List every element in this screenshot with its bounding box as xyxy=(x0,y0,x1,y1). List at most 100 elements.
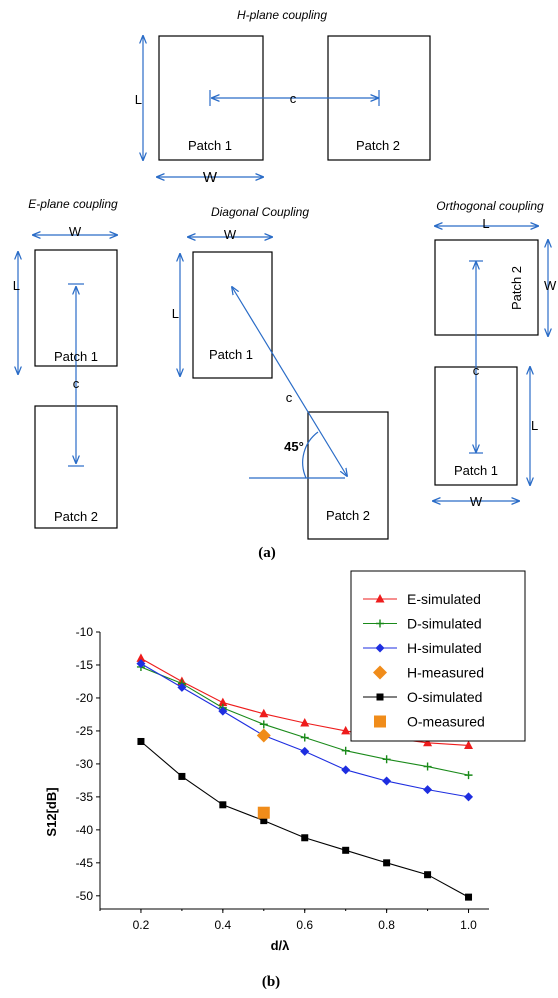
o-patch2-label: Patch 2 xyxy=(509,266,524,310)
point-triangle xyxy=(375,594,385,603)
d-L-label: L xyxy=(172,306,179,321)
caption-b: (b) xyxy=(262,974,280,990)
legend-label: D-simulated xyxy=(407,616,482,632)
legend-entry: E-simulated xyxy=(363,591,481,607)
point-square xyxy=(465,893,473,901)
point-diamond xyxy=(300,746,310,756)
d-c-dim-line xyxy=(232,287,347,476)
point-diamond xyxy=(382,776,392,786)
point-big-diamond xyxy=(256,728,271,743)
h-patch1-label: Patch 1 xyxy=(188,138,232,153)
x-tick-label: 0.2 xyxy=(133,918,150,932)
point-plus xyxy=(423,762,432,771)
x-axis-title: d/λ xyxy=(271,938,291,953)
h-W-label: W xyxy=(203,169,218,186)
point-square xyxy=(376,693,384,701)
point-diamond xyxy=(464,792,474,802)
point-plus xyxy=(464,771,473,780)
series-h-measured xyxy=(256,728,271,743)
point-triangle xyxy=(341,725,351,735)
legend-label: H-measured xyxy=(407,665,484,681)
point-diamond xyxy=(341,765,351,775)
series-h-simulated xyxy=(136,659,474,802)
o-L-top-label: L xyxy=(482,216,489,231)
o-W-bottom-label: W xyxy=(470,494,483,509)
point-diamond xyxy=(423,785,433,795)
point-plus xyxy=(382,755,391,764)
d-patch2-label: Patch 2 xyxy=(326,508,370,523)
point-plus xyxy=(376,619,384,628)
y-tick-label: -40 xyxy=(76,823,94,837)
orthogonal-title: Orthogonal coupling xyxy=(436,199,544,213)
legend-entry: H-measured xyxy=(373,665,484,681)
series-o-simulated xyxy=(137,737,473,901)
legend-entry: O-measured xyxy=(374,714,485,730)
d-c-label: c xyxy=(286,390,293,405)
y-tick-label: -25 xyxy=(76,724,94,738)
point-triangle xyxy=(218,697,228,707)
y-tick-label: -10 xyxy=(76,625,94,639)
legend-label: O-measured xyxy=(407,714,485,730)
point-plus xyxy=(300,733,309,742)
h-plane-diagram: H-plane coupling L W c Patch 1 Patch 2 xyxy=(135,8,431,186)
e-L-label: L xyxy=(13,278,20,293)
point-plus xyxy=(259,720,268,729)
d-angle-arc xyxy=(302,431,319,479)
h-plane-title: H-plane coupling xyxy=(237,8,327,22)
point-square xyxy=(383,859,391,867)
legend-label: O-simulated xyxy=(407,689,482,705)
diagonal-diagram: Diagonal Coupling W L c 45° Patch 1 Patc… xyxy=(172,205,389,540)
d-patch1-label: Patch 1 xyxy=(209,347,253,362)
point-triangle xyxy=(259,708,269,718)
diagonal-title: Diagonal Coupling xyxy=(211,205,309,219)
o-L-side-label: L xyxy=(531,418,538,433)
s12-line-chart: -10 -15 -20 -25 -30 -35 -40 -45 -50 0.2 0.4 0.6 0.8 1… xyxy=(44,570,526,953)
e-plane-title: E-plane coupling xyxy=(28,197,118,211)
point-triangle xyxy=(136,653,146,662)
point-square xyxy=(301,834,309,842)
point-square xyxy=(342,846,350,854)
caption-a: (a) xyxy=(258,545,276,561)
d-W-label: W xyxy=(224,227,237,242)
o-patch1-label: Patch 1 xyxy=(454,463,498,478)
point-triangle xyxy=(423,737,433,747)
o-patch2-rect xyxy=(434,239,539,336)
point-plus xyxy=(341,746,350,755)
point-diamond xyxy=(218,706,228,716)
point-diamond xyxy=(375,643,385,653)
y-tick-label: -50 xyxy=(76,889,94,903)
point-square xyxy=(424,871,432,879)
point-square xyxy=(178,772,186,780)
x-tick-label: 1.0 xyxy=(460,918,477,932)
y-tick-label: -35 xyxy=(76,790,94,804)
point-square xyxy=(219,801,227,809)
e-c-label: c xyxy=(73,376,80,391)
point-diamond xyxy=(177,682,187,692)
point-big-square xyxy=(374,715,386,728)
y-tick-label: -45 xyxy=(76,856,94,870)
legend-entry: H-simulated xyxy=(363,640,482,656)
chart-legend: E-simulated D-simulated H-simulated H-measu… xyxy=(350,570,526,742)
d-angle-label: 45° xyxy=(284,439,304,454)
series-o-measured xyxy=(257,806,270,819)
e-patch1-label: Patch 1 xyxy=(54,349,98,364)
orthogonal-diagram: Orthogonal coupling L W Patch 2 L c Patc… xyxy=(433,199,557,509)
y-axis-title: S12[dB] xyxy=(44,787,59,836)
point-square xyxy=(137,737,145,745)
legend-entry: O-simulated xyxy=(363,689,482,705)
h-c-label: c xyxy=(290,91,297,106)
o-c-label: c xyxy=(473,363,480,378)
point-big-diamond xyxy=(373,665,387,680)
legend-entry: D-simulated xyxy=(363,616,482,632)
series-d-simulated xyxy=(136,662,473,780)
chart-axes: -10 -15 -20 -25 -30 -35 -40 -45 -50 0.2 0.4 0.6 0.8 1… xyxy=(76,625,489,932)
point-diamond xyxy=(136,659,146,669)
legend-label: H-simulated xyxy=(407,640,482,656)
legend-label: E-simulated xyxy=(407,591,481,607)
x-tick-label: 0.6 xyxy=(296,918,313,932)
y-tick-label: -30 xyxy=(76,757,94,771)
x-tick-label: 0.4 xyxy=(214,918,231,932)
point-triangle xyxy=(300,718,310,727)
y-tick-label: -15 xyxy=(76,658,94,672)
